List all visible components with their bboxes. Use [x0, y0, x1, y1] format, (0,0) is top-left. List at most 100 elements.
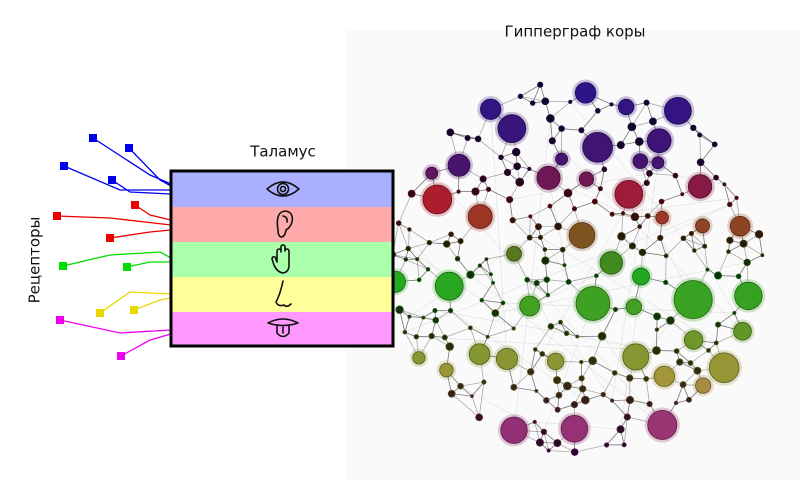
cortex-edge: [535, 326, 552, 350]
cortex-node: [562, 263, 567, 268]
cortex-edge: [477, 138, 502, 158]
cortex-node: [543, 397, 550, 404]
cortex-node: [445, 342, 454, 351]
cortex-node: [434, 271, 464, 301]
cortex-node: [541, 256, 550, 265]
cortex-edge: [611, 400, 628, 418]
cortex-node: [610, 398, 615, 403]
cortex-edge: [520, 84, 541, 97]
cortex-node: [426, 239, 433, 246]
cortex-node: [652, 346, 661, 355]
wire: [109, 229, 172, 239]
cortex-edge: [512, 219, 717, 344]
cortex-node: [609, 211, 615, 217]
receptor: [56, 316, 64, 324]
cortex-edge: [460, 385, 544, 433]
cortex-edge: [486, 259, 492, 275]
receptor: [131, 201, 139, 209]
cortex-edge: [724, 184, 737, 199]
cortex-node: [696, 158, 705, 167]
cortex-node: [457, 238, 464, 245]
cortex-node: [432, 308, 438, 314]
cortex-node: [582, 131, 613, 163]
cortex-node: [571, 206, 578, 212]
cortex-node: [479, 298, 484, 303]
cortex-edge: [532, 84, 541, 104]
cortex-node: [511, 326, 516, 331]
wire: [56, 215, 172, 226]
mouth-icon: [267, 318, 299, 338]
cortex-node: [625, 395, 635, 405]
cortex-node: [632, 267, 650, 286]
cortex-node: [560, 415, 589, 443]
receptor-squares: [53, 134, 139, 360]
cortex-node: [620, 211, 626, 216]
cortex-node: [575, 286, 611, 321]
cortex-node: [579, 385, 587, 393]
cortex-node: [621, 442, 627, 448]
cortex-node: [732, 311, 737, 316]
cortex-edge: [715, 324, 719, 343]
cortex-node: [578, 375, 585, 382]
cortex-edge: [408, 242, 430, 249]
cortex-edge: [611, 182, 648, 401]
cortex-edge: [592, 336, 603, 361]
cortex-node: [609, 102, 614, 107]
cortex-edge: [415, 317, 424, 337]
wire: [120, 333, 172, 357]
cortex-node: [663, 279, 669, 285]
cortex-edge: [451, 393, 480, 418]
cortex-edge: [601, 309, 616, 337]
cortex-node: [407, 314, 412, 319]
cortex-node: [654, 327, 660, 332]
cortex-node: [479, 175, 487, 183]
cortex-node: [651, 156, 665, 170]
cortex-node: [575, 334, 580, 339]
cortex-node: [666, 316, 675, 325]
cortex-node: [683, 330, 704, 350]
cortex-edge: [509, 173, 650, 200]
cortex-node: [695, 218, 710, 234]
cortex-edge: [594, 201, 613, 215]
cortex-node: [484, 257, 489, 262]
cortex-node: [599, 251, 624, 275]
cortex-edge: [416, 242, 430, 260]
cortex-edge: [416, 259, 420, 280]
cortex-node: [448, 231, 454, 238]
cortex-node: [676, 358, 684, 366]
cortex-edge: [661, 193, 683, 202]
cortex-node: [495, 347, 519, 370]
cortex-node: [628, 242, 636, 250]
cortex-edge: [392, 254, 418, 260]
cortex-edge: [471, 381, 485, 397]
touch-band: [171, 242, 393, 277]
cortex-edge: [543, 303, 594, 432]
cortex-node: [485, 334, 490, 339]
cortex-node: [546, 352, 565, 371]
cortex-node: [500, 300, 506, 306]
cortex-node: [600, 391, 606, 398]
cortex-edge: [450, 132, 479, 140]
cortex-node: [692, 248, 697, 253]
receptor: [53, 212, 61, 220]
cortex-node: [643, 376, 650, 382]
cortex-edge: [429, 233, 452, 243]
cortex-node: [563, 330, 570, 336]
cortex-node: [540, 428, 548, 436]
cortex-edge: [693, 127, 715, 145]
cortex-edge: [530, 349, 536, 372]
cortex-node: [498, 154, 504, 161]
cortex-node: [760, 253, 765, 258]
cortex-node: [527, 166, 532, 171]
cortex-node: [646, 170, 653, 177]
cortex-edge: [699, 134, 715, 145]
cortex-edge: [550, 101, 571, 119]
cortex-edge: [642, 237, 661, 253]
cortex-node: [734, 195, 739, 200]
cortex-node: [687, 174, 713, 199]
receptor: [59, 262, 67, 270]
cortex-edge: [724, 184, 731, 205]
cortex-edge: [717, 312, 735, 325]
cortex-edge: [560, 321, 578, 337]
